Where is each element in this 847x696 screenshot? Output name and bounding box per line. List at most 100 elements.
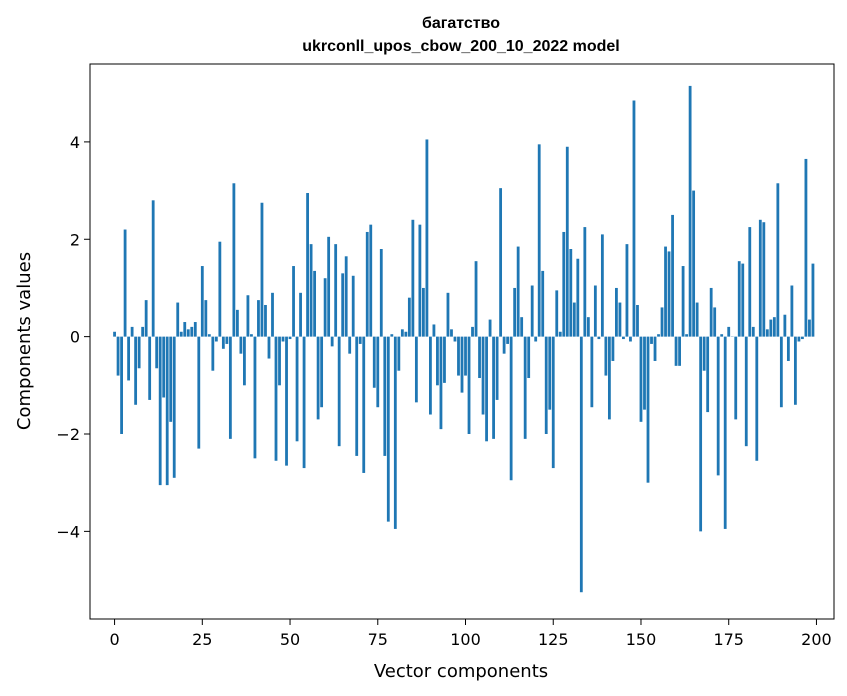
bar [464, 336, 467, 376]
bar [520, 317, 524, 337]
bar [548, 336, 552, 410]
bar [790, 285, 794, 337]
bar [369, 224, 373, 337]
bar [499, 188, 503, 337]
bar [572, 302, 576, 337]
bar [383, 336, 387, 456]
bar [390, 334, 394, 337]
x-tick-label: 25 [192, 630, 212, 649]
bar [341, 273, 345, 337]
plot-frame [89, 63, 835, 620]
bar [207, 334, 211, 337]
bar [214, 336, 218, 342]
bar [558, 331, 562, 337]
bar [204, 300, 208, 337]
bar [646, 336, 650, 483]
bar [334, 244, 338, 337]
bar [709, 287, 713, 337]
bar [134, 336, 138, 405]
bar [274, 336, 278, 461]
bar [365, 231, 369, 337]
bar [622, 336, 625, 340]
bar [716, 336, 720, 476]
bar [411, 219, 415, 337]
bar [653, 336, 657, 361]
bar [474, 261, 478, 337]
bar [734, 336, 738, 420]
bar [421, 287, 425, 337]
bar [137, 336, 141, 369]
bar [779, 336, 783, 408]
bar [418, 224, 422, 337]
bar [632, 100, 636, 337]
bar [467, 336, 471, 434]
bar [607, 336, 611, 420]
bar [257, 300, 260, 337]
bar [218, 241, 222, 337]
bar [400, 329, 404, 337]
bar [397, 336, 401, 371]
bar [281, 336, 285, 342]
bar [169, 336, 173, 422]
bar [351, 275, 355, 337]
bar [221, 336, 225, 349]
bar [295, 336, 299, 442]
bar [737, 261, 741, 337]
x-tick-label: 0 [109, 630, 119, 649]
bar [436, 336, 439, 386]
bar [537, 144, 541, 337]
bar [527, 336, 531, 379]
bar [579, 336, 583, 593]
bar [453, 336, 457, 342]
bar [551, 336, 555, 469]
bar [323, 278, 327, 337]
bar [141, 326, 145, 337]
bar [678, 336, 681, 366]
bar [379, 249, 383, 337]
bar [113, 331, 116, 337]
bar [657, 334, 660, 337]
bar [344, 256, 348, 337]
bar [443, 336, 446, 383]
bar [172, 336, 176, 478]
bar [264, 304, 267, 337]
bar [502, 336, 506, 354]
bar [429, 336, 432, 415]
bar [488, 319, 492, 337]
bar [492, 336, 495, 439]
bar [636, 304, 639, 337]
bar [183, 322, 187, 337]
bar [176, 302, 180, 337]
bar [299, 292, 302, 337]
bar [597, 336, 601, 340]
bar [306, 193, 309, 337]
bar [186, 329, 190, 337]
bar [776, 183, 780, 337]
bar [685, 334, 689, 337]
bar [495, 336, 499, 400]
bar [193, 322, 197, 337]
bar [425, 139, 429, 337]
bar [267, 336, 271, 359]
bar [513, 287, 517, 337]
bar [720, 334, 724, 337]
bar [162, 336, 166, 398]
x-axis-ticks: 0 25 50 75 100 125 150 175 200 [109, 619, 832, 649]
bar [144, 300, 148, 337]
bar [758, 219, 762, 337]
bar [629, 336, 632, 342]
bar [253, 336, 257, 459]
x-tick-label: 150 [626, 630, 657, 649]
bar [811, 263, 815, 337]
bar [250, 334, 253, 337]
x-tick-label: 100 [450, 630, 481, 649]
bar [804, 158, 808, 337]
bar [664, 246, 667, 337]
bar [611, 336, 615, 361]
bar [516, 246, 520, 337]
bar [741, 263, 745, 337]
bar [576, 258, 580, 337]
bar [615, 287, 618, 337]
bar [723, 336, 727, 529]
